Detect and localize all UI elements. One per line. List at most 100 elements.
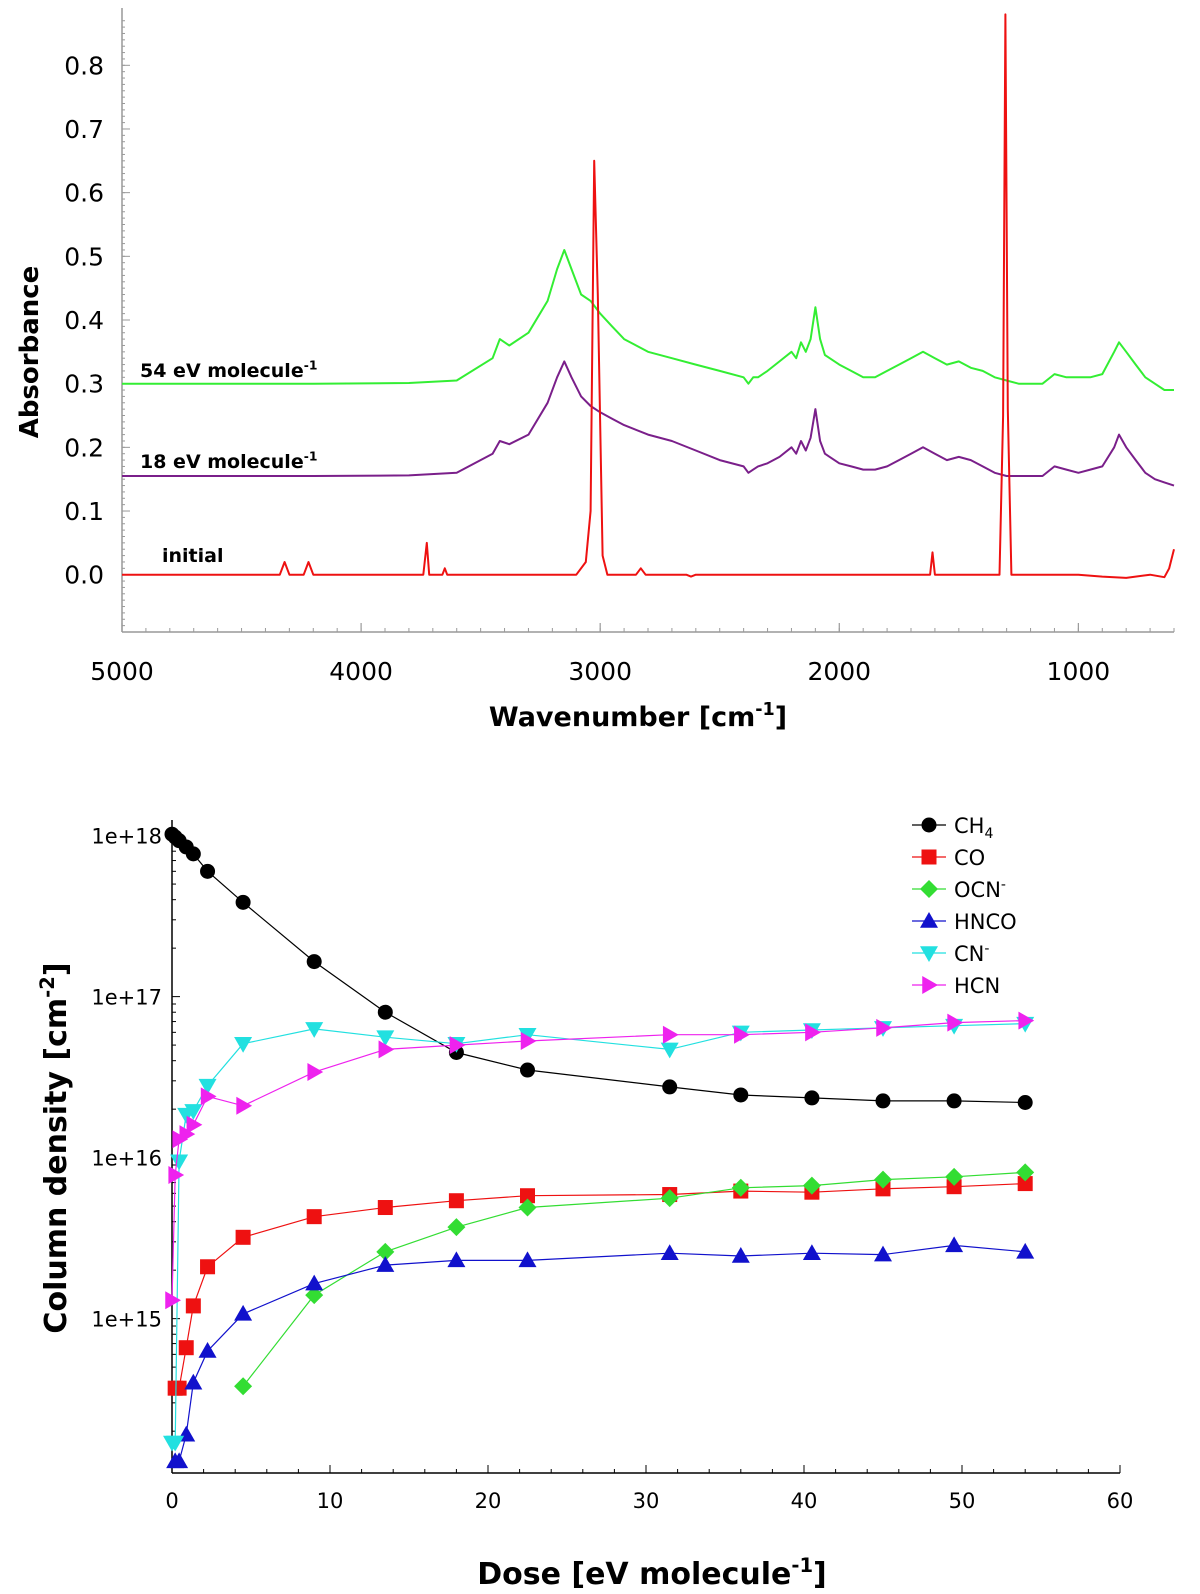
data-point-cn: [198, 1078, 217, 1095]
data-point-ch: [520, 1062, 535, 1078]
legend-marker-ocn: [920, 880, 938, 898]
x-axis-label-sup: -1: [755, 700, 774, 720]
series-line-ocn: [242, 1171, 1026, 1387]
legend-label-text: CN: [954, 942, 984, 966]
y-tick-label: 0.3: [64, 370, 104, 399]
data-point-co: [875, 1181, 891, 1197]
y-tick-label: 0.7: [64, 115, 104, 144]
y-axis-label-end: ]: [39, 962, 74, 976]
x-axis-label-end: ]: [813, 1557, 827, 1592]
x-tick-label: 30: [633, 1489, 660, 1513]
series-line-initial: [122, 13, 1175, 579]
y-tick-label: 1e+18: [91, 825, 162, 849]
data-point-cn: [184, 1104, 203, 1120]
data-point-hcn: [1018, 1011, 1035, 1030]
legend-label-text: HCN: [954, 974, 1000, 998]
x-tick-label: 4000: [329, 657, 393, 686]
data-point-cn: [166, 1435, 185, 1452]
legend: CH4 CO OCN- HNCO CN- HCN: [912, 814, 1017, 998]
y-axis-label-base: Column density [cm: [39, 998, 74, 1334]
legend-label-text: HNCO: [954, 910, 1017, 934]
data-point-ocn: [518, 1198, 537, 1217]
data-point-hcn: [378, 1040, 395, 1059]
data-point-ocn: [1016, 1163, 1035, 1182]
legend-label-co: CO: [954, 846, 985, 870]
y-tick-label: 0.5: [64, 242, 104, 271]
x-axis-label-base: Wavenumber [cm: [489, 702, 755, 733]
series-annotation-initial: initial: [162, 545, 223, 567]
data-point-ocn: [802, 1176, 821, 1195]
data-point-hnco: [234, 1304, 253, 1321]
x-axis-label: Dose [eV molecule-1]: [477, 1554, 827, 1592]
data-point-ocn: [660, 1189, 679, 1208]
data-point-hnco: [305, 1274, 324, 1291]
series-line-co: [175, 1183, 1026, 1389]
data-point-ocn: [305, 1286, 324, 1305]
data-point-co: [185, 1298, 201, 1314]
x-tick-label: 60: [1107, 1489, 1134, 1513]
data-point-ch: [1017, 1094, 1033, 1110]
absorbance-spectrum-chart: 0.0 0.1 0.2 0.3 0.4 0.5 0.6 0.7 0.8 5000 4000 3000 2…: [15, 8, 1175, 733]
x-axis-label-sup: -1: [791, 1554, 813, 1577]
y-axis-label-sup: -2: [36, 976, 59, 998]
series-annotation-54eV: 54 eV molecule-1: [140, 358, 317, 382]
data-point-co: [520, 1188, 535, 1204]
y-tick-label: 0.2: [64, 433, 104, 462]
y-tick-label: 0.8: [64, 51, 104, 80]
data-point-hcn: [168, 1166, 185, 1185]
x-tick-label: 40: [791, 1489, 818, 1513]
data-point-hcn: [179, 1125, 196, 1144]
data-point-ocn: [731, 1178, 750, 1197]
data-point-hcn: [236, 1096, 253, 1115]
data-point-ch: [200, 863, 216, 879]
data-point-cn: [305, 1022, 324, 1038]
series-annotation-18eV: 18 eV molecule-1: [140, 449, 317, 473]
x-axis-label-base: Dose [eV molecule: [477, 1557, 791, 1592]
data-point-hcn: [186, 1115, 203, 1134]
data-point-co: [306, 1209, 322, 1225]
data-point-co: [171, 1380, 187, 1396]
x-tick-label: 20: [475, 1489, 502, 1513]
data-point-hcn: [876, 1018, 892, 1037]
legend-label-cn: CN-: [954, 941, 989, 966]
data-point-hnco: [518, 1251, 537, 1268]
data-point-hcn: [520, 1032, 537, 1051]
data-point-ocn: [945, 1167, 964, 1186]
data-point-hcn: [805, 1023, 821, 1042]
series-line-54eV: [122, 249, 1174, 391]
y-tick-label: 0.0: [64, 561, 104, 590]
data-point-ch: [946, 1093, 962, 1109]
legend-label-ocn: OCN-: [954, 877, 1006, 902]
data-point-co: [946, 1179, 962, 1195]
series-line-cn: [172, 1023, 1026, 1444]
legend-label-hnco: HNCO: [954, 910, 1017, 934]
y-tick-label: 0.1: [64, 497, 104, 526]
data-point-co: [448, 1193, 464, 1209]
x-tick-label: 50: [949, 1489, 976, 1513]
series-annotation-54eV-sup: -1: [304, 358, 318, 372]
series-line-18eV: [122, 360, 1175, 487]
data-point-co: [200, 1259, 216, 1275]
data-point-hnco: [1016, 1242, 1035, 1259]
x-tick-label: 0: [165, 1489, 178, 1513]
x-tick-label: 1000: [1047, 657, 1111, 686]
data-point-ch: [875, 1093, 891, 1109]
series-annotation-18eV-base: 18 eV molecule: [140, 451, 304, 473]
legend-marker-hcn: [922, 976, 938, 994]
y-axis-label: Absorbance: [15, 266, 45, 439]
x-tick-label: 3000: [568, 657, 632, 686]
data-point-cn: [234, 1036, 253, 1053]
legend-label-ch: CH4: [954, 814, 993, 842]
data-point-hnco: [170, 1452, 189, 1469]
y-tick-label: 0.4: [64, 306, 104, 335]
y-tick-label: 1e+15: [91, 1308, 162, 1332]
legend-label-text: CH: [954, 814, 984, 838]
legend-marker-ch: [921, 817, 937, 833]
data-point-hcn: [734, 1025, 750, 1044]
y-tick-label: 0.6: [64, 179, 104, 208]
data-point-co: [377, 1200, 393, 1216]
legend-label-text: CO: [954, 846, 985, 870]
data-point-co: [178, 1340, 194, 1356]
data-point-cn: [170, 1154, 189, 1171]
legend-label-hcn: HCN: [954, 974, 1000, 998]
